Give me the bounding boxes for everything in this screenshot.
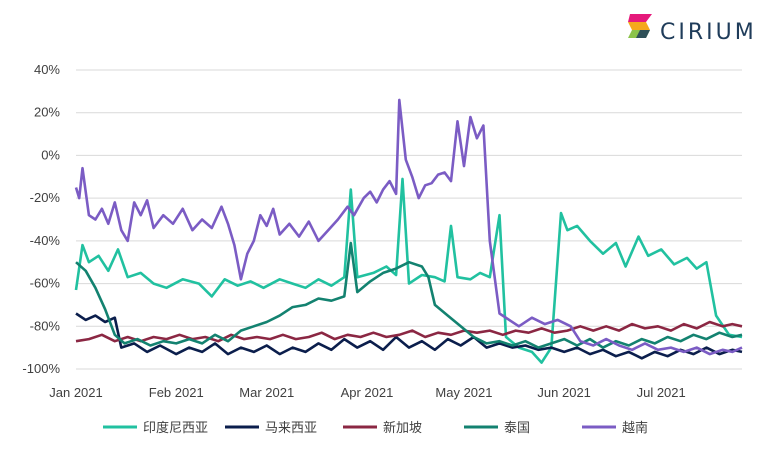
y-tick-label: -20% xyxy=(30,190,61,205)
y-tick-label: 0% xyxy=(41,147,60,162)
series-lines xyxy=(74,98,743,364)
legend: 印度尼西亚 马来西亚 新加坡 泰国 越南 xyxy=(103,420,648,436)
legend-label: 越南 xyxy=(622,420,648,436)
x-tick-label: Feb 2021 xyxy=(149,385,204,400)
y-tick-label: -80% xyxy=(30,318,61,333)
cirium-logo: CIRIUM xyxy=(626,8,766,48)
x-tick-label: Jun 2021 xyxy=(537,385,591,400)
series-line xyxy=(75,320,743,343)
series-line xyxy=(75,241,743,349)
legend-label: 马来西亚 xyxy=(265,421,317,436)
cirium-logo-icon xyxy=(628,14,652,38)
x-tick-label: Jul 2021 xyxy=(637,385,686,400)
series-line xyxy=(75,312,743,360)
legend-label: 新加坡 xyxy=(383,420,422,436)
y-tick-label: -40% xyxy=(30,233,61,248)
x-tick-label: Apr 2021 xyxy=(341,385,394,400)
legend-label: 泰国 xyxy=(504,421,530,436)
x-tick-label: May 2021 xyxy=(435,385,492,400)
legend-label: 印度尼西亚 xyxy=(143,420,208,436)
series-line xyxy=(74,98,743,356)
x-tick-label: Jan 2021 xyxy=(49,385,103,400)
y-tick-label: 20% xyxy=(34,105,60,120)
y-axis-tick-labels: 40% 20% 0% -20% -40% -60% -80% -100% xyxy=(22,62,60,376)
series-line xyxy=(74,177,743,364)
y-tick-label: 40% xyxy=(34,62,60,77)
y-tick-label: -100% xyxy=(22,361,60,376)
y-tick-label: -60% xyxy=(30,276,61,291)
x-axis-tick-labels: Jan 2021 Feb 2021 Mar 2021 Apr 2021 May 2021… xyxy=(49,385,686,400)
x-tick-label: Mar 2021 xyxy=(239,385,294,400)
brand-name: CIRIUM xyxy=(660,20,757,45)
